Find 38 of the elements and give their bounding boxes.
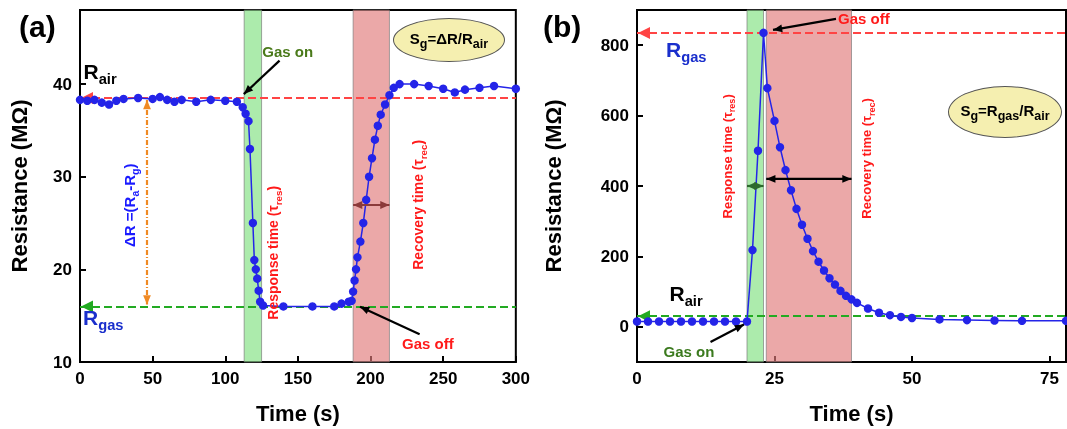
x-tick-label: 100 bbox=[211, 369, 240, 388]
annotation: R$_{air}$ bbox=[83, 60, 117, 88]
annotation: R$_{gas}$ bbox=[83, 306, 124, 334]
annotation: S$_{g}$=ΔR/R$_{air}$ bbox=[409, 29, 489, 51]
x-tick-label: 50 bbox=[902, 369, 922, 388]
x-axis-title: Time (s) bbox=[255, 400, 340, 426]
y-tick-label: 30 bbox=[53, 167, 72, 187]
x-tick-label: 0 bbox=[75, 369, 85, 388]
y-tick-label: 40 bbox=[53, 74, 72, 94]
ellipse-frame: S$_{g}$=ΔR/R$_{air}$ bbox=[393, 18, 505, 62]
annotation: R$_{gas}$ bbox=[666, 38, 707, 66]
y-axis-title: Resistance (MΩ) bbox=[540, 99, 566, 273]
x-tick-label: 75 bbox=[1040, 369, 1059, 388]
y-tick-label: 800 bbox=[600, 35, 629, 55]
y-tick-label: 10 bbox=[53, 352, 72, 372]
annotation: Gas on bbox=[663, 343, 715, 361]
x-tick-label: 0 bbox=[632, 369, 642, 388]
x-tick-label: 300 bbox=[501, 369, 531, 388]
y-tick-label: 400 bbox=[600, 176, 629, 196]
y-tick-label: 20 bbox=[53, 259, 72, 279]
y-axis-title: Resistance (MΩ) bbox=[6, 99, 32, 273]
chart-title: (b) bbox=[543, 9, 582, 43]
annotation: Gas off bbox=[838, 10, 890, 28]
annotation: Gas off bbox=[402, 335, 454, 353]
x-axis-title: Time (s) bbox=[809, 400, 894, 426]
y-tick-label: 200 bbox=[600, 246, 629, 266]
x-tick-label: 200 bbox=[356, 369, 385, 388]
annotation: S$_{g}$=R$_{gas}$/R$_{air}$ bbox=[960, 101, 1050, 123]
chart-title: (a) bbox=[19, 9, 56, 43]
annotation: Gas on bbox=[262, 42, 314, 60]
x-tick-label: 25 bbox=[765, 369, 784, 388]
y-tick-label: 600 bbox=[600, 106, 629, 126]
y-tick-label: 0 bbox=[619, 317, 629, 337]
x-tick-label: 250 bbox=[428, 369, 458, 388]
ellipse-frame: S$_{g}$=R$_{gas}$/R$_{air}$ bbox=[948, 86, 1062, 138]
annotation: R$_{air}$ bbox=[669, 282, 703, 310]
x-tick-label: 150 bbox=[283, 369, 313, 388]
x-tick-label: 50 bbox=[143, 369, 163, 388]
